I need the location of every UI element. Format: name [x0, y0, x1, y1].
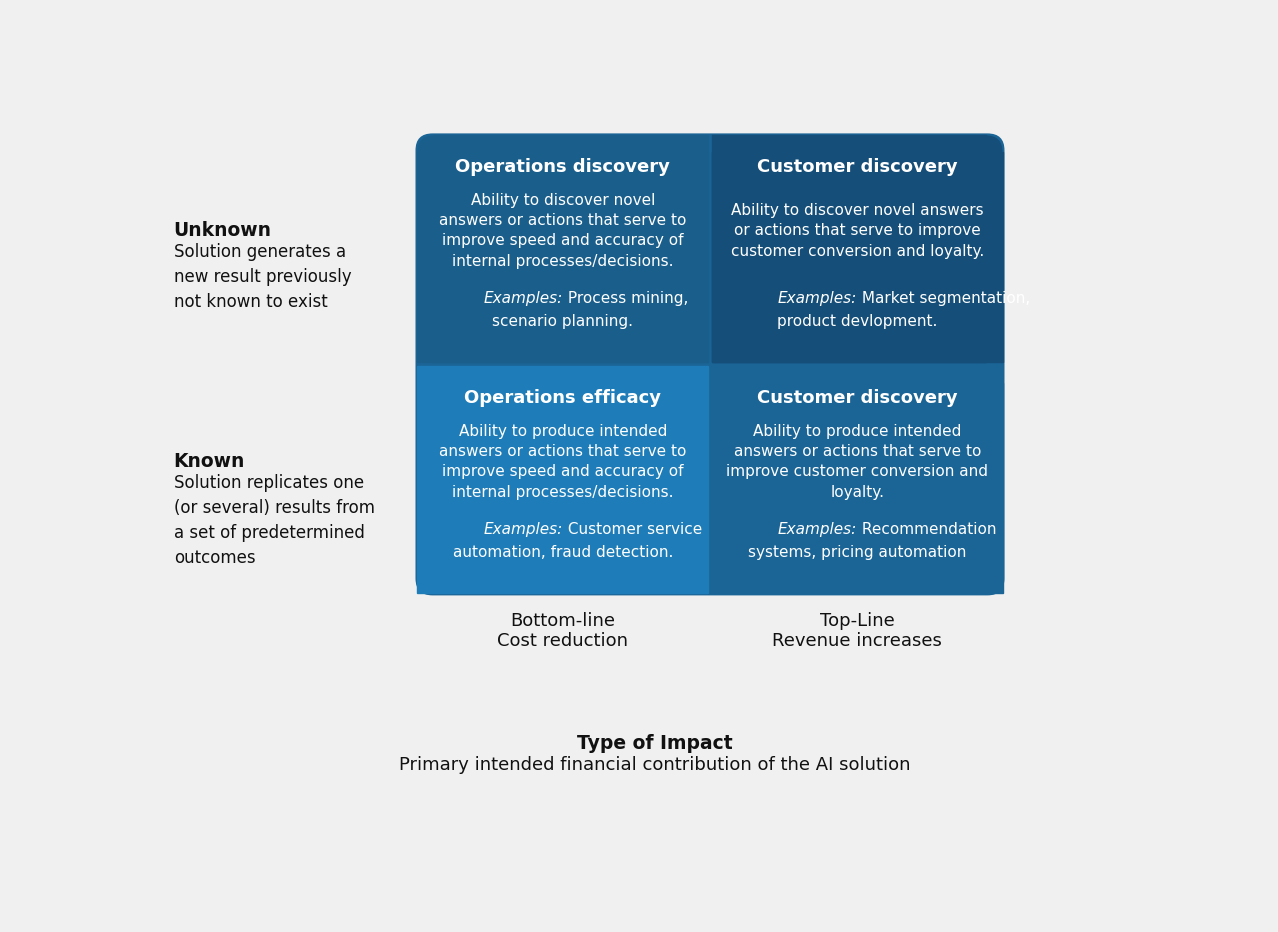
Text: Examples:: Examples:: [483, 292, 562, 307]
Text: Examples:: Examples:: [778, 292, 858, 307]
Text: scenario planning.: scenario planning.: [492, 314, 634, 329]
Text: Ability to produce intended
answers or actions that serve to
improve speed and a: Ability to produce intended answers or a…: [440, 424, 686, 500]
Text: Examples:: Examples:: [778, 522, 858, 538]
Text: Ability to discover novel
answers or actions that serve to
improve speed and acc: Ability to discover novel answers or act…: [440, 193, 686, 268]
Text: Type of Impact: Type of Impact: [578, 733, 732, 753]
Text: Operations discovery: Operations discovery: [455, 158, 670, 176]
Text: Primary intended financial contribution of the AI solution: Primary intended financial contribution …: [399, 756, 911, 774]
Text: Market segmentation,: Market segmentation,: [858, 292, 1030, 307]
Text: Bottom-line: Bottom-line: [510, 612, 615, 630]
Text: automation, fraud detection.: automation, fraud detection.: [452, 545, 674, 560]
Bar: [418, 366, 708, 594]
Text: Known: Known: [174, 452, 245, 471]
Text: Customer discovery: Customer discovery: [757, 158, 957, 176]
Text: Recommendation: Recommendation: [858, 522, 997, 538]
Text: Examples:: Examples:: [483, 522, 562, 538]
Bar: [418, 152, 708, 363]
Text: Customer discovery: Customer discovery: [757, 390, 957, 407]
Bar: [712, 135, 985, 363]
Text: Solution replicates one
(or several) results from
a set of predetermined
outcome: Solution replicates one (or several) res…: [174, 473, 374, 567]
Bar: [712, 366, 985, 577]
Text: product devlopment.: product devlopment.: [777, 314, 938, 329]
Bar: [712, 152, 1002, 363]
FancyBboxPatch shape: [712, 135, 1002, 363]
Text: Top-Line: Top-Line: [820, 612, 895, 630]
Text: Process mining,: Process mining,: [562, 292, 688, 307]
Text: Unknown: Unknown: [174, 221, 272, 240]
Text: Ability to produce intended
answers or actions that serve to
improve customer co: Ability to produce intended answers or a…: [726, 424, 988, 500]
FancyBboxPatch shape: [415, 133, 1005, 596]
Text: Cost reduction: Cost reduction: [497, 632, 629, 651]
Text: Ability to discover novel answers
or actions that serve to improve
customer conv: Ability to discover novel answers or act…: [731, 203, 984, 258]
Text: Operations efficacy: Operations efficacy: [464, 390, 661, 407]
Text: systems, pricing automation: systems, pricing automation: [748, 545, 966, 560]
FancyBboxPatch shape: [712, 366, 1002, 594]
FancyBboxPatch shape: [418, 135, 708, 363]
Text: Revenue increases: Revenue increases: [772, 632, 942, 651]
Bar: [435, 135, 708, 363]
Text: Customer service: Customer service: [562, 522, 702, 538]
Text: Solution generates a
new result previously
not known to exist: Solution generates a new result previous…: [174, 242, 351, 310]
Bar: [712, 383, 1002, 594]
